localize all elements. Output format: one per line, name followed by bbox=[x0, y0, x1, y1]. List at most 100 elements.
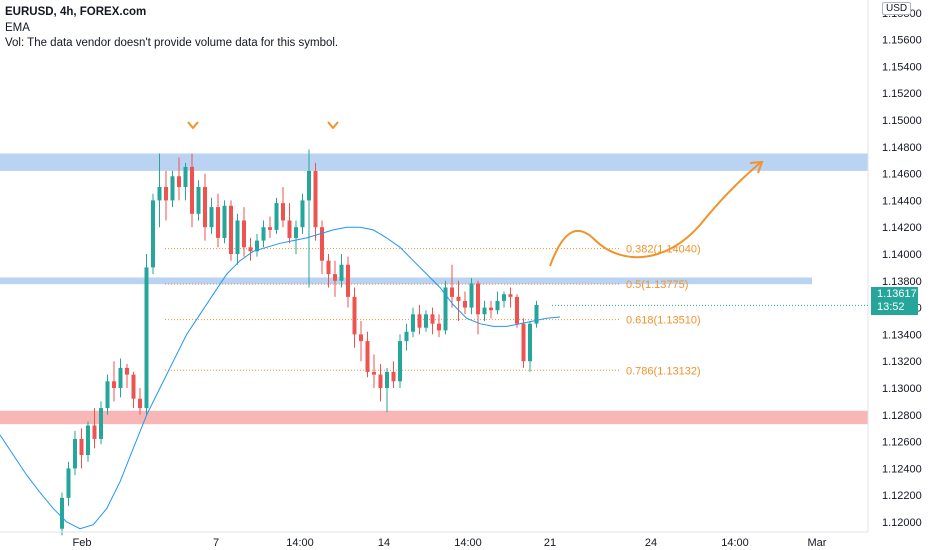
currency-label[interactable]: USD bbox=[882, 2, 912, 15]
candle-body bbox=[495, 300, 500, 311]
candle-body bbox=[157, 187, 162, 201]
candle-body bbox=[131, 374, 136, 399]
candle-body bbox=[508, 294, 513, 297]
candle-body bbox=[118, 367, 123, 388]
candle-body bbox=[66, 468, 71, 498]
y-tick-label: 1.12400 bbox=[882, 463, 922, 475]
candle-body bbox=[261, 227, 266, 241]
candle-body bbox=[372, 371, 376, 375]
y-tick-label: 1.13000 bbox=[882, 383, 922, 395]
y-tick-label: 1.13800 bbox=[882, 276, 922, 288]
projection-arrow bbox=[549, 162, 761, 267]
candle-body bbox=[469, 283, 474, 308]
candle-body bbox=[463, 300, 467, 308]
x-tick-label: 14:00 bbox=[286, 537, 314, 549]
candle-body bbox=[346, 264, 350, 297]
x-tick-label: 14:00 bbox=[721, 537, 749, 549]
y-tick-label: 1.15200 bbox=[882, 88, 922, 100]
candle-body bbox=[424, 314, 428, 328]
candle-body bbox=[92, 425, 97, 439]
fib-label: 0.618(1.13510) bbox=[626, 315, 701, 327]
candle-body bbox=[138, 398, 142, 409]
candle-body bbox=[307, 170, 311, 201]
y-tick-label: 1.12800 bbox=[882, 410, 922, 422]
x-tick-label: 21 bbox=[544, 537, 556, 549]
y-tick-label: 1.14800 bbox=[882, 142, 922, 154]
candle-body bbox=[502, 294, 506, 301]
candle-body bbox=[274, 203, 279, 230]
candle-body bbox=[281, 203, 285, 221]
current-price-tag: 1.13617 13:52 bbox=[871, 287, 918, 315]
candle-body bbox=[99, 408, 103, 439]
x-tick-label: 14 bbox=[378, 537, 390, 549]
candle-body bbox=[417, 314, 422, 328]
candle-body bbox=[391, 371, 396, 382]
candle-body bbox=[235, 220, 240, 254]
ema-indicator-label[interactable]: EMA bbox=[5, 22, 30, 34]
zone-mid bbox=[0, 277, 812, 285]
candle-body bbox=[385, 371, 389, 388]
candle-body bbox=[170, 176, 175, 201]
candle-body bbox=[177, 176, 181, 187]
y-tick-label: 1.14000 bbox=[882, 249, 922, 261]
x-tick-label: 7 bbox=[213, 537, 219, 549]
candle-body bbox=[125, 367, 129, 375]
candle-body bbox=[326, 260, 331, 275]
candle-body bbox=[352, 296, 357, 335]
y-tick-label: 1.15400 bbox=[882, 61, 922, 73]
candle-body bbox=[521, 323, 526, 362]
candle-body bbox=[222, 205, 227, 238]
candle-body bbox=[183, 166, 188, 187]
candle-body bbox=[398, 341, 402, 382]
current-price-value: 1.13617 bbox=[877, 288, 917, 300]
fib-label: 0.786(1.13132) bbox=[626, 365, 701, 377]
candle-body bbox=[437, 323, 441, 331]
candle-body bbox=[313, 170, 318, 228]
candle-body bbox=[443, 287, 448, 331]
candle-body bbox=[151, 200, 155, 268]
candle-body bbox=[411, 314, 415, 332]
candle-body bbox=[365, 341, 370, 372]
candle-body bbox=[489, 307, 493, 311]
y-tick-label: 1.15000 bbox=[882, 115, 922, 127]
y-tick-label: 1.14400 bbox=[882, 195, 922, 207]
candle-body bbox=[164, 187, 168, 201]
candle-body bbox=[112, 381, 116, 388]
candle-body bbox=[287, 220, 292, 238]
symbol-title[interactable]: EURUSD, 4h, FOREX.com bbox=[5, 6, 147, 18]
candle-body bbox=[203, 187, 207, 228]
candle-body bbox=[242, 220, 246, 248]
fib-label: 0.382(1.14040) bbox=[626, 244, 701, 256]
candle-body bbox=[339, 264, 344, 281]
candle-body bbox=[79, 438, 84, 455]
candle-body bbox=[216, 207, 220, 238]
candle-body bbox=[430, 314, 435, 324]
y-tick-label: 1.12000 bbox=[882, 517, 922, 529]
y-tick-label: 1.14600 bbox=[882, 169, 922, 181]
candle-body bbox=[456, 296, 461, 301]
candle-body bbox=[105, 381, 110, 409]
candle-body bbox=[209, 207, 214, 228]
x-tick-label: Feb bbox=[73, 537, 92, 549]
ema-line bbox=[0, 226, 561, 530]
candle-body bbox=[333, 274, 337, 281]
top-marker bbox=[187, 121, 199, 130]
arrow-head bbox=[749, 160, 764, 174]
candle-body bbox=[534, 304, 539, 324]
zone-support bbox=[0, 410, 868, 425]
bar-countdown: 13:52 bbox=[877, 301, 905, 313]
y-tick-label: 1.15600 bbox=[882, 35, 922, 47]
candle-body bbox=[300, 200, 305, 228]
candle-body bbox=[450, 287, 454, 297]
y-tick-label: 1.12600 bbox=[882, 437, 922, 449]
y-tick-label: 1.13400 bbox=[882, 329, 922, 341]
candle-body bbox=[268, 227, 272, 230]
candle-body bbox=[190, 166, 194, 214]
volume-note: Vol: The data vendor doesn't provide vol… bbox=[5, 37, 339, 49]
y-tick-label: 1.14200 bbox=[882, 222, 922, 234]
candle-body bbox=[144, 267, 149, 409]
candle-body bbox=[528, 323, 532, 362]
candle-body bbox=[248, 247, 253, 252]
